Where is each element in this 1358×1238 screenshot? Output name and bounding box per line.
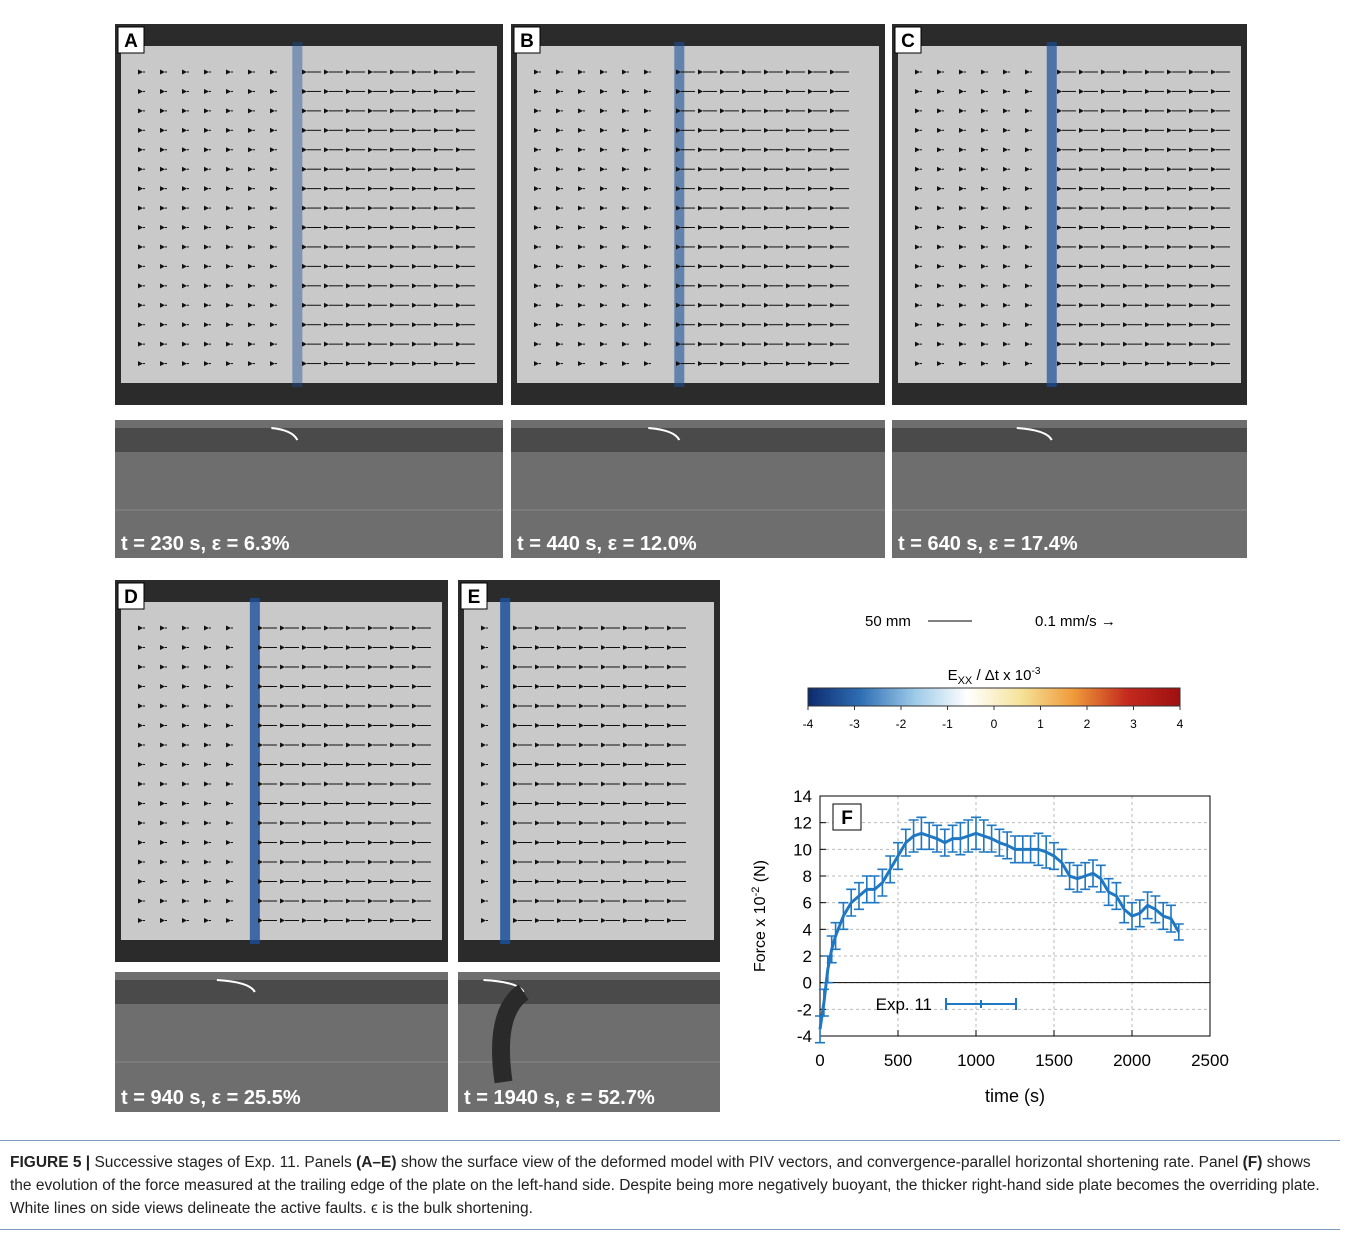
y-tick-label: 8 (803, 867, 812, 886)
panel-label: F (841, 808, 853, 829)
side-photo-top (458, 980, 720, 1004)
x-tick-label: 2500 (1191, 1051, 1229, 1070)
side-photo-top (892, 428, 1247, 452)
panel-label: D (124, 587, 138, 608)
ylabel-sup: -2 (750, 887, 762, 897)
y-tick-label: 2 (803, 947, 812, 966)
legend-swatch (945, 998, 1017, 1010)
fault-line (216, 979, 256, 993)
surface-photo (121, 46, 497, 383)
title-rest: / Δt x 10 (972, 667, 1031, 684)
colorbar-tick-label: -2 (896, 717, 907, 731)
colorbar-tick-label: 4 (1177, 717, 1184, 731)
plot-frame (819, 795, 1211, 1037)
colorbar-tick-label: 0 (991, 717, 998, 731)
time-caption: t = 440 s, ε = 12.0% (517, 533, 697, 555)
caption-run: FIGURE 5 | (10, 1154, 91, 1171)
time-caption: t = 940 s, ε = 25.5% (121, 1087, 301, 1109)
title-sub: XX (958, 675, 973, 687)
legend-label: Exp. 11 (876, 995, 932, 1014)
colorbar-title: EXX / Δt x 10-3 (948, 666, 1041, 687)
surface-photo (898, 46, 1241, 383)
y-tick-label: -4 (797, 1027, 812, 1046)
caption-run: (F) (1242, 1154, 1263, 1171)
label-box (894, 26, 922, 54)
x-tick-label: 1000 (957, 1051, 995, 1070)
y-tick-label: 6 (803, 894, 812, 913)
colorbar (807, 687, 1181, 707)
label-box (460, 582, 488, 610)
title-sup: -3 (1032, 666, 1041, 677)
ylabel-rest: (N) (752, 860, 769, 887)
title-main: E (948, 667, 958, 684)
deformation-band (249, 598, 260, 944)
y-tick-label: -2 (797, 1000, 812, 1019)
colorbar-tick-label: 2 (1084, 717, 1091, 731)
x-tick-label: 0 (815, 1051, 824, 1070)
figure: At = 230 s, ε = 6.3% Bt = 440 s, ε = 12.0… (115, 24, 1247, 1112)
colorbar-tick-label: -3 (849, 717, 860, 731)
y-axis-label: Force x 10-2 (N) (750, 860, 769, 972)
fault-line (1016, 427, 1053, 441)
time-caption: t = 230 s, ε = 6.3% (121, 533, 290, 555)
panel-label: B (520, 31, 534, 52)
surface-photo (121, 602, 442, 940)
panel-label: A (124, 31, 138, 52)
label-box (117, 26, 145, 54)
fault-line (271, 427, 299, 441)
panel-label-box (832, 803, 862, 831)
colorbar-tick-label: -4 (803, 717, 814, 731)
panel-label: E (468, 587, 481, 608)
figure-caption: FIGURE 5 | Successive stages of Exp. 11.… (0, 1140, 1340, 1230)
side-photo-top (511, 428, 885, 452)
panel-label: C (901, 31, 915, 52)
caption-run: (A–E) (356, 1154, 397, 1171)
side-photo-top (115, 980, 448, 1004)
colorbar-tick-label: 3 (1130, 717, 1137, 731)
deformation-band (500, 598, 511, 944)
ylabel-main: Force x 10 (752, 896, 769, 972)
caption-run: Successive stages of Exp. 11. Panels (90, 1154, 357, 1171)
scale-velocity: 0.1 mm/s → (1035, 613, 1116, 630)
fault-line (648, 427, 681, 441)
label-box (513, 26, 541, 54)
label-box (117, 582, 145, 610)
x-tick-label: 2000 (1113, 1051, 1151, 1070)
caption-run: show the surface view of the deformed mo… (396, 1154, 1243, 1171)
x-tick-label: 1500 (1035, 1051, 1073, 1070)
y-tick-label: 4 (803, 920, 812, 939)
y-tick-label: 10 (793, 840, 812, 859)
deformation-band (1046, 42, 1057, 387)
time-caption: t = 1940 s, ε = 52.7% (464, 1087, 655, 1109)
surface-photo (517, 46, 879, 383)
time-caption: t = 640 s, ε = 17.4% (898, 533, 1078, 555)
caption-run: shows the evolution of the force measure… (10, 1154, 1320, 1217)
colorbar-tick-label: 1 (1037, 717, 1044, 731)
y-tick-label: 14 (793, 787, 812, 806)
x-axis-label: time (s) (985, 1086, 1045, 1106)
side-photo-top (115, 428, 503, 452)
scale-length: 50 mm (865, 613, 911, 630)
deformation-band (292, 42, 303, 387)
series-line (818, 831, 1181, 1030)
y-tick-label: 12 (793, 814, 812, 833)
colorbar-tick-label: -1 (942, 717, 953, 731)
x-tick-label: 500 (884, 1051, 912, 1070)
y-tick-label: 0 (803, 974, 812, 993)
deformation-band (674, 42, 685, 387)
slab (492, 984, 530, 1084)
